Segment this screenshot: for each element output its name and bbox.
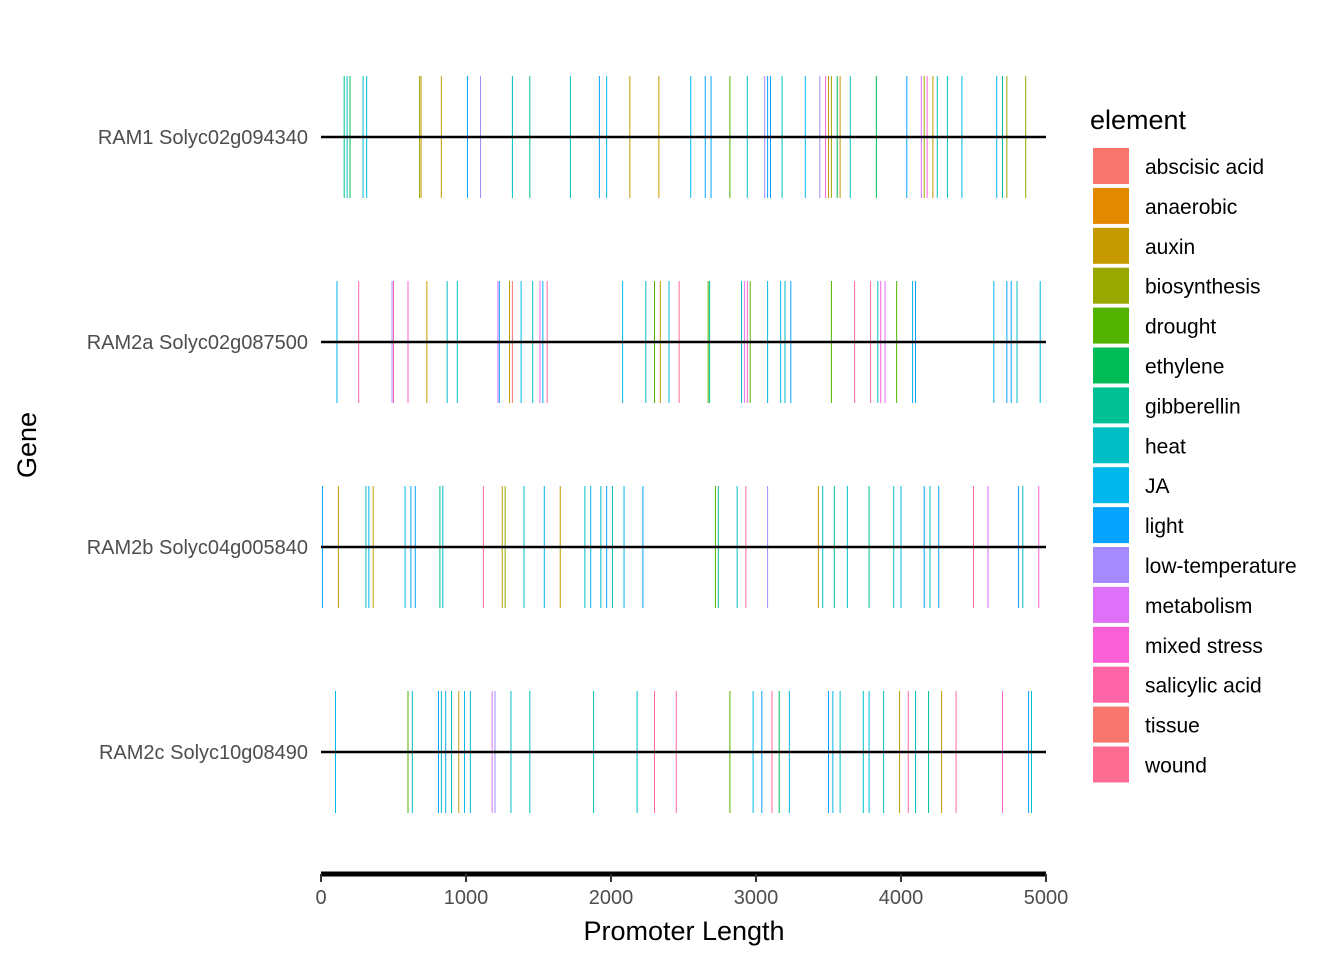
legend-item-tissue: tissue [1093,706,1200,743]
legend-swatch [1093,387,1129,424]
legend-swatch [1093,267,1129,304]
legend-item-ja: JA [1093,467,1170,504]
legend-swatch [1093,586,1129,623]
legend-label: tissue [1145,715,1200,738]
legend-swatch [1093,187,1129,224]
legend-swatch [1093,507,1129,544]
legend-item-wound: wound [1093,746,1207,783]
legend-item-ethylene: ethylene [1093,347,1224,384]
legend-item-drought: drought [1093,307,1216,344]
legend-label: JA [1145,475,1170,498]
gene-row-1 [321,281,1046,403]
legend-item-gibberellin: gibberellin [1093,387,1241,424]
legend-swatch [1093,746,1129,783]
legend-swatch [1093,706,1129,743]
legend-label: biosynthesis [1145,276,1261,299]
legend-label: salicylic acid [1145,675,1262,698]
legend-swatch [1093,666,1129,703]
legend-swatch [1093,427,1129,464]
x-tick-label: 0 [315,887,326,909]
legend-swatch [1093,148,1129,184]
legend-item-salicylic-acid: salicylic acid [1093,666,1262,703]
legend-swatch [1093,547,1129,583]
x-tick-label: 2000 [589,887,634,909]
legend-label: light [1145,515,1184,538]
legend-item-light: light [1093,507,1184,544]
legend-label: anaerobic [1145,196,1237,219]
gene-labels: RAM1 Solyc02g094340 RAM2a Solyc02g087500 R… [87,127,308,764]
legend-item-anaerobic: anaerobic [1093,187,1237,224]
legend-item-mixed-stress: mixed stress [1093,626,1263,663]
legend-item-auxin: auxin [1093,227,1195,264]
gene-label: RAM2a Solyc02g087500 [87,332,308,354]
legend-label: metabolism [1145,595,1252,618]
gene-label: RAM2c Solyc10g08490 [99,742,308,764]
legend-title: element [1090,105,1187,135]
legend-label: abscisic acid [1145,156,1264,179]
x-tick-label: 1000 [444,887,489,909]
x-tick-label: 4000 [879,887,924,909]
legend-label: ethylene [1145,356,1224,379]
x-tick-label: 3000 [734,887,779,909]
legend-swatch [1093,626,1129,663]
x-axis-title: Promoter Length [583,916,784,946]
gene-row-0 [321,76,1046,198]
legend-item-heat: heat [1093,427,1186,464]
gene-label: RAM2b Solyc04g005840 [87,537,308,559]
gene-row-3 [321,691,1046,813]
y-axis-title: Gene [12,412,42,478]
gene-row-2 [321,486,1046,608]
x-axis: 0 1000 2000 3000 4000 5000 [315,871,1069,909]
legend-label: drought [1145,316,1216,339]
legend-item-biosynthesis: biosynthesis [1093,267,1261,304]
legend-label: heat [1145,435,1186,458]
legend-label: mixed stress [1145,635,1263,658]
legend-swatch [1093,467,1129,504]
legend-label: gibberellin [1145,395,1241,418]
legend-swatch [1093,227,1129,264]
legend-item-abscisic-acid: abscisic acid [1093,148,1264,184]
legend-label: wound [1144,755,1207,778]
plot-area [321,76,1046,813]
x-tick-label: 5000 [1024,887,1069,909]
legend-item-low-temperature: low-temperature [1093,547,1297,583]
legend: element abscisic acid anaerobic auxin biosy… [1090,105,1297,783]
legend-item-metabolism: metabolism [1093,586,1252,623]
legend-swatch [1093,307,1129,344]
legend-label: auxin [1145,236,1195,259]
gene-label: RAM1 Solyc02g094340 [98,127,308,149]
legend-label: low-temperature [1145,555,1297,578]
legend-swatch [1093,347,1129,384]
